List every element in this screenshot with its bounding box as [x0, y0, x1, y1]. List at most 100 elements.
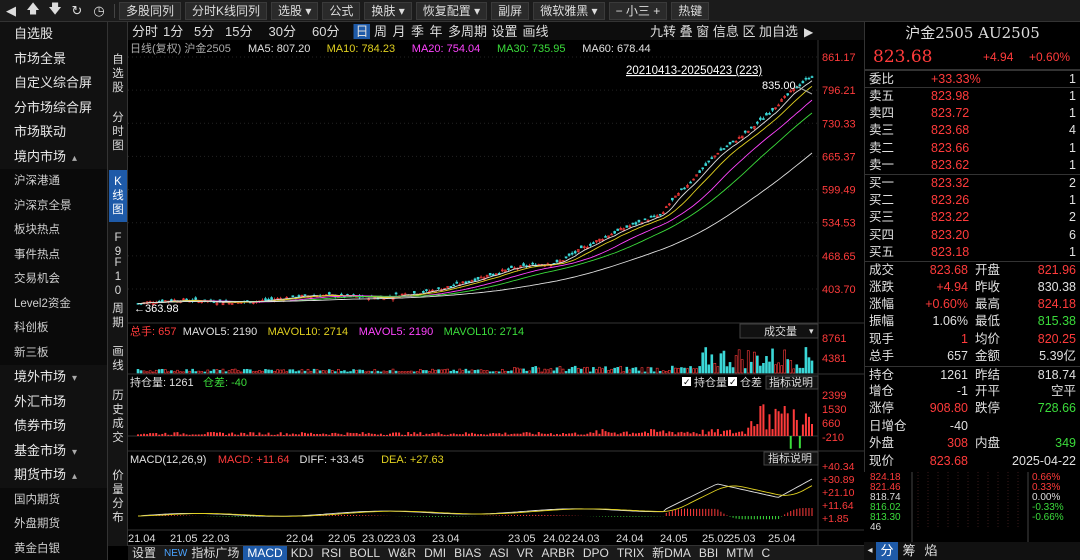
stock-picker-button[interactable]: 选股 ▾ — [271, 1, 319, 20]
formula-button[interactable]: 公式 — [322, 1, 361, 20]
sidebar-item[interactable]: 自定义综合屏 — [0, 71, 107, 96]
order-book-row: 买二 823.26 1 — [865, 192, 1080, 209]
view-button[interactable]: K线图 — [109, 170, 127, 222]
indicator-tab[interactable]: ASI — [489, 545, 509, 560]
sidebar-item[interactable]: 新三板 — [0, 340, 107, 365]
second-screen-button[interactable]: 副屏 — [491, 1, 530, 20]
period-tab[interactable]: 季 — [411, 24, 424, 39]
oi-help-button[interactable] — [765, 375, 819, 390]
view-button[interactable]: 周期 — [109, 298, 127, 334]
sidebar-item[interactable]: 交易机会 — [0, 267, 107, 292]
font-size-control[interactable]: − 小三 + — [608, 1, 668, 20]
volume-bar — [252, 371, 255, 374]
sidebar-item[interactable]: 板块热点 — [0, 218, 107, 243]
sidebar-item[interactable]: 事件热点 — [0, 242, 107, 267]
checkbox[interactable] — [682, 377, 691, 386]
view-button[interactable]: 自选股 — [109, 52, 127, 96]
indicator-tab[interactable]: MACD — [243, 545, 287, 560]
view-button[interactable]: 画线 — [109, 344, 127, 374]
restore-config-button[interactable]: 恢复配置 ▾ — [415, 1, 488, 20]
period-tab[interactable]: 周 — [374, 24, 387, 39]
view-button[interactable]: 价量分布 — [109, 468, 127, 526]
sidebar-item[interactable]: 境外市场 ▾ — [0, 365, 107, 390]
indicator-tab[interactable]: TRIX — [616, 545, 645, 560]
period-tab[interactable]: 5分 — [194, 24, 214, 39]
indicator-tab[interactable]: RSI — [321, 545, 342, 560]
indicator-tab[interactable]: NEW — [164, 547, 188, 559]
sidebar-item[interactable]: Level2资金 — [0, 291, 107, 316]
right-tab[interactable]: 焰 — [924, 543, 938, 558]
indicator-tab[interactable]: VR — [516, 545, 534, 560]
pin-icon[interactable]: ▶ — [804, 25, 814, 39]
period-tab[interactable]: 1分 — [163, 24, 183, 39]
refresh-icon[interactable]: ↻ — [71, 2, 83, 18]
indicator-tab[interactable]: BBI — [698, 545, 719, 560]
sidebar-item[interactable]: 基金市场 ▾ — [0, 439, 107, 464]
period-tab[interactable]: 多周期 — [448, 24, 487, 39]
checkbox[interactable] — [728, 377, 737, 386]
view-button[interactable]: F9 — [109, 232, 127, 258]
hotkey-button[interactable]: 热键 — [671, 1, 710, 20]
sidebar-item[interactable]: 市场全景 — [0, 47, 107, 72]
macd-help-button[interactable] — [763, 451, 819, 466]
sidebar-item[interactable]: 沪深港通 — [0, 169, 107, 194]
indicator-tab[interactable]: 新DMA — [652, 545, 691, 560]
indicator-tab[interactable]: DMI — [424, 545, 447, 560]
view-button[interactable]: 分时图 — [109, 110, 127, 154]
indicator-tab[interactable]: C — [761, 545, 771, 560]
view-button[interactable]: 历史成交 — [109, 388, 127, 446]
period-tab[interactable]: 15分 — [225, 24, 252, 39]
sidebar-item[interactable]: 黄金白银 — [0, 536, 107, 560]
right-tab[interactable]: 筹 — [902, 543, 916, 558]
period-tab[interactable]: 60分 — [312, 24, 339, 39]
indicator-tab[interactable]: 设置 — [132, 545, 157, 560]
skin-button[interactable]: 换肤 ▾ — [364, 1, 412, 20]
indicator-tab[interactable]: KDJ — [290, 545, 314, 560]
period-tab[interactable]: 年 — [430, 24, 443, 39]
sidebar-item[interactable]: 外汇市场 — [0, 390, 107, 415]
indicator-tab[interactable]: MTM — [726, 545, 754, 560]
indicator-tab[interactable]: ARBR — [541, 545, 575, 560]
sidebar-item[interactable]: 境内市场 ▴ — [0, 145, 107, 170]
scroll-left-icon[interactable]: ◂ — [867, 545, 873, 556]
indicator-tab[interactable]: 指标广场 — [191, 545, 240, 560]
down-arrow-icon[interactable]: 🡇 — [48, 0, 62, 16]
sidebar-item[interactable]: 国内期货 — [0, 487, 107, 512]
period-tab[interactable]: 分时 — [132, 24, 158, 39]
sidebar-item[interactable]: 沪深京全景 — [0, 193, 107, 218]
minus-icon[interactable]: − — [615, 3, 626, 18]
right-tab[interactable]: 分 — [876, 542, 898, 560]
volume-bar — [528, 370, 531, 374]
sidebar-item[interactable]: 期货市场 ▴ — [0, 463, 107, 488]
chart-tools[interactable]: 九转 叠 窗 信息 区 加自选 — [650, 24, 798, 39]
period-tab[interactable]: 画线 — [523, 24, 549, 39]
sidebar-item[interactable]: 自选股 — [0, 22, 107, 47]
plus-icon[interactable]: + — [649, 3, 661, 18]
view-button[interactable]: F10 — [109, 257, 127, 297]
kline-chart[interactable]: 分时 1分 5分 15分 30分 60分 日周月季年多周期 设置 画线 九转 叠 窗 信息 区 加… — [128, 22, 864, 546]
volume-selector[interactable] — [739, 323, 819, 339]
indicator-tab[interactable]: BIAS — [454, 545, 482, 560]
indicator-tab[interactable]: W&R — [388, 545, 417, 560]
up-arrow-icon[interactable]: 🡅 — [26, 0, 40, 16]
candle-body — [592, 242, 595, 244]
sidebar-item[interactable]: 债券市场 — [0, 414, 107, 439]
sidebar-item[interactable]: 市场联动 — [0, 120, 107, 145]
volume-bar — [516, 367, 519, 374]
sidebar-item[interactable]: 外盘期货 — [0, 512, 107, 537]
period-tab[interactable]: 30分 — [269, 24, 296, 39]
multi-stock-button[interactable]: 多股同列 — [119, 1, 182, 20]
font-select[interactable]: 微软雅黑 ▾ — [533, 1, 605, 20]
chart-canvas[interactable]: 分时 1分 5分 15分 30分 60分 日周月季年多周期 设置 画线 九转 叠 窗 信息 区 加… — [128, 22, 864, 546]
period-tab[interactable]: 月 — [393, 24, 406, 39]
sidebar-item[interactable]: 科创板 — [0, 316, 107, 341]
period-tab[interactable]: 日 — [356, 24, 369, 39]
indicator-tab[interactable]: BOLL — [349, 545, 381, 560]
sidebar-item[interactable]: 分市场综合屏 — [0, 96, 107, 121]
indicator-tab[interactable]: DPO — [582, 545, 609, 560]
period-tab[interactable]: 设置 — [492, 24, 518, 39]
clock-icon[interactable]: ◷ — [93, 2, 105, 18]
back-icon[interactable]: ◀ — [6, 2, 16, 18]
intraday-kline-button[interactable]: 分时K线同列 — [185, 1, 268, 20]
